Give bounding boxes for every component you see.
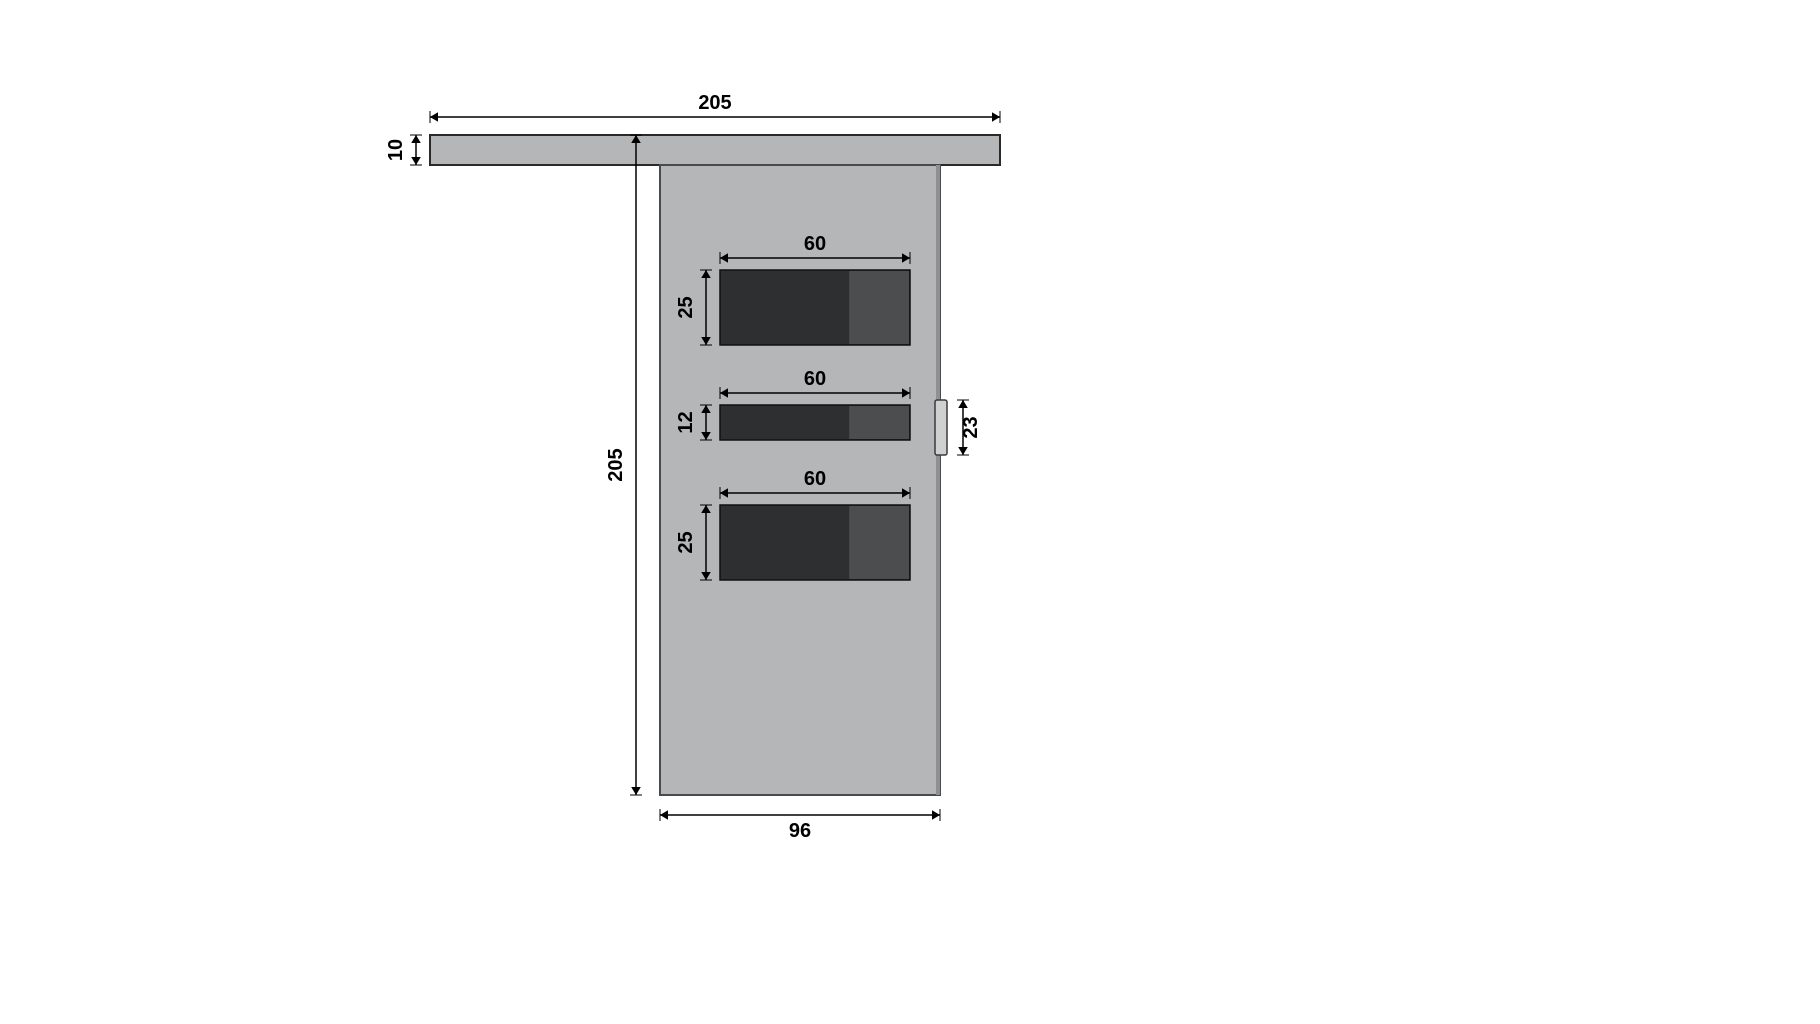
- svg-text:23: 23: [960, 416, 982, 438]
- svg-text:96: 96: [789, 820, 811, 842]
- svg-text:60: 60: [804, 368, 826, 390]
- svg-text:25: 25: [675, 296, 697, 318]
- svg-text:60: 60: [804, 233, 826, 255]
- svg-text:205: 205: [698, 92, 731, 114]
- svg-text:60: 60: [804, 468, 826, 490]
- svg-text:10: 10: [385, 139, 407, 161]
- svg-text:25: 25: [675, 531, 697, 553]
- svg-text:205: 205: [605, 448, 627, 481]
- diagram-stage: 205 10 205 96 23 60 25 60 12 60 25: [0, 0, 1820, 1024]
- dimension-drawing: 205 10 205 96 23 60 25 60 12 60 25: [0, 0, 1820, 1024]
- svg-text:12: 12: [675, 411, 697, 433]
